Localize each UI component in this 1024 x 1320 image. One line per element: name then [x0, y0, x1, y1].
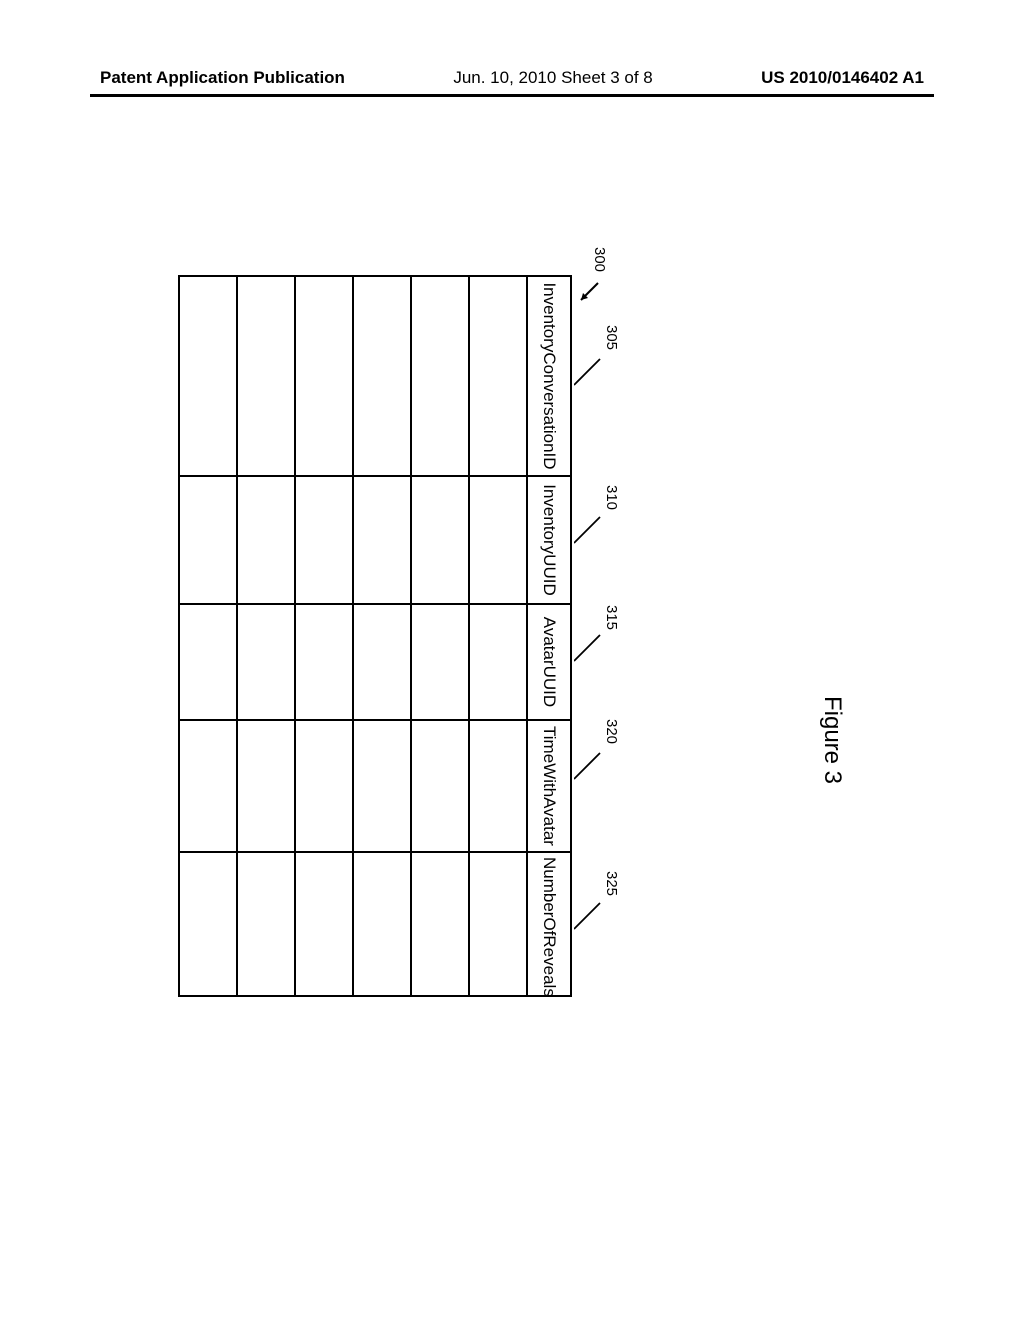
- figure-3: 300 305 310 315 320: [178, 275, 622, 995]
- arrow-icon: [576, 281, 600, 305]
- table-cell: [411, 720, 469, 852]
- table-row: [237, 276, 295, 996]
- table-cell: [237, 720, 295, 852]
- table-header-row: InventoryConversationID InventoryUUID Av…: [527, 276, 571, 996]
- col-header: NumberOfReveals: [527, 852, 571, 996]
- header-center: Jun. 10, 2010 Sheet 3 of 8: [453, 68, 652, 88]
- table-cell: [411, 852, 469, 996]
- col-header: InventoryConversationID: [527, 276, 571, 476]
- table-cell: [353, 604, 411, 720]
- table-cell: [295, 852, 353, 996]
- page-header: Patent Application Publication Jun. 10, …: [100, 68, 924, 88]
- figure-inner: 300 305 310 315 320: [178, 275, 622, 995]
- leader-icon: [574, 749, 602, 783]
- data-table: InventoryConversationID InventoryUUID Av…: [178, 275, 572, 997]
- table-cell: [353, 720, 411, 852]
- table-cell: [353, 476, 411, 604]
- ref-300-label: 300: [591, 247, 608, 272]
- figure-caption: Figure 3: [818, 696, 846, 784]
- table-cell: [295, 604, 353, 720]
- ref-310: 310: [603, 485, 620, 510]
- leader-icon: [574, 631, 602, 665]
- table-cell: [411, 604, 469, 720]
- table-cell: [237, 604, 295, 720]
- table-cell: [179, 720, 237, 852]
- page: Patent Application Publication Jun. 10, …: [0, 0, 1024, 1320]
- table-row: [353, 276, 411, 996]
- table-cell: [411, 276, 469, 476]
- table-cell: [237, 476, 295, 604]
- table-cell: [295, 476, 353, 604]
- table-row: [411, 276, 469, 996]
- table-cell: [237, 276, 295, 476]
- table-cell: [179, 852, 237, 996]
- ref-315: 315: [603, 605, 620, 630]
- header-left: Patent Application Publication: [100, 68, 345, 88]
- table-cell: [353, 276, 411, 476]
- table-cell: [469, 276, 527, 476]
- table-cell: [295, 276, 353, 476]
- ref-305: 305: [603, 325, 620, 350]
- ref-320: 320: [603, 719, 620, 744]
- table-body: [179, 276, 527, 996]
- table-cell: [179, 476, 237, 604]
- ref-325: 325: [603, 871, 620, 896]
- table-head: InventoryConversationID InventoryUUID Av…: [527, 276, 571, 996]
- col-header: TimeWithAvatar: [527, 720, 571, 852]
- table-cell: [469, 852, 527, 996]
- leader-icon: [574, 899, 602, 933]
- table-row: [179, 276, 237, 996]
- table-row: [469, 276, 527, 996]
- reference-labels-row: 300 305 310 315 320: [572, 275, 622, 995]
- table-cell: [295, 720, 353, 852]
- header-right: US 2010/0146402 A1: [761, 68, 924, 88]
- col-header: AvatarUUID: [527, 604, 571, 720]
- table-cell: [469, 476, 527, 604]
- table-cell: [179, 604, 237, 720]
- col-header: InventoryUUID: [527, 476, 571, 604]
- table-cell: [237, 852, 295, 996]
- table-cell: [411, 476, 469, 604]
- header-rule: [90, 94, 934, 97]
- table-cell: [353, 852, 411, 996]
- leader-icon: [574, 513, 602, 547]
- table-cell: [179, 276, 237, 476]
- table-row: [295, 276, 353, 996]
- table-cell: [469, 604, 527, 720]
- table-cell: [469, 720, 527, 852]
- leader-icon: [574, 355, 602, 389]
